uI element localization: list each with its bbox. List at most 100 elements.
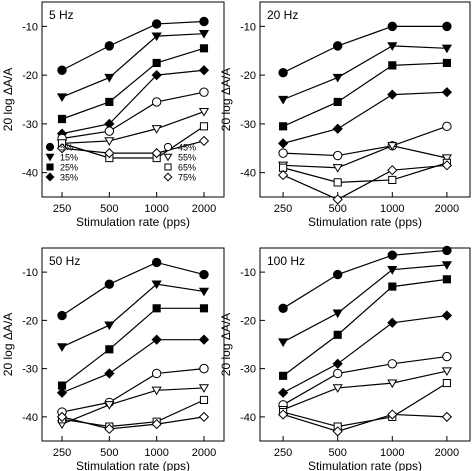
data-point: [387, 21, 397, 32]
panel-4: -10 -20 -30 -40 250 500 1000 2000 Stimulation ra…: [219, 245, 471, 471]
data-point: [199, 16, 209, 27]
data-point: [277, 387, 289, 398]
x-tick-label: 500: [100, 447, 118, 459]
data-point: [387, 250, 397, 260]
data-point: [151, 125, 162, 134]
series-line: [282, 25, 447, 74]
series-line: [61, 33, 205, 98]
legend-item: 25%: [46, 163, 78, 173]
data-point: [57, 114, 67, 124]
data-point: [277, 169, 289, 181]
x-tick-label: 250: [274, 447, 292, 459]
data-point: [56, 93, 68, 103]
data-point: [104, 126, 115, 136]
series-line: [283, 145, 448, 169]
series-line: [61, 307, 204, 386]
panel-title: 50 Hz: [49, 254, 80, 268]
legend-marker: [163, 142, 173, 152]
data-point: [333, 330, 342, 339]
data-point: [199, 87, 209, 97]
data-point: [56, 343, 68, 352]
x-tick-label: 500: [100, 203, 118, 215]
data-point: [152, 58, 161, 68]
series-15pct: [56, 280, 210, 352]
series-line: [282, 164, 447, 201]
data-point: [441, 261, 452, 270]
data-point: [199, 363, 209, 374]
series-line: [282, 382, 448, 428]
y-tick-label: -10: [22, 267, 38, 279]
series-line: [282, 278, 447, 377]
data-point: [199, 44, 209, 53]
data-point: [151, 280, 162, 290]
y-tick-label: -20: [240, 315, 256, 327]
series-line: [61, 91, 205, 140]
legend-label: 35%: [60, 173, 78, 183]
data-point: [151, 97, 162, 107]
data-point: [57, 65, 67, 75]
series-35pct: [277, 87, 453, 149]
legend-label: 5%: [60, 143, 73, 153]
data-point: [278, 148, 288, 158]
data-point: [333, 178, 342, 187]
data-point: [277, 138, 289, 149]
data-point: [104, 279, 115, 289]
y-tick-label: -20: [22, 70, 38, 82]
legend-marker: [45, 153, 55, 162]
data-point: [332, 384, 343, 393]
series-line: [282, 91, 447, 144]
x-tick-label: 1000: [380, 203, 404, 215]
legend-item: 55%: [163, 153, 196, 163]
series-line: [61, 20, 205, 71]
legend-label: 25%: [60, 163, 78, 173]
data-point: [56, 411, 68, 422]
series-line: [61, 283, 205, 348]
data-point: [387, 42, 398, 51]
data-point: [198, 411, 210, 422]
series-line: [282, 249, 447, 309]
series-line: [282, 314, 447, 394]
data-point: [441, 154, 452, 163]
data-point: [57, 381, 67, 390]
panel-title: 20 Hz: [267, 8, 298, 22]
series-25pct: [57, 304, 209, 390]
data-point: [278, 67, 288, 78]
series-5pct: [57, 16, 209, 75]
data-point: [387, 89, 398, 100]
legend-marker: [163, 153, 173, 162]
data-point: [333, 41, 343, 51]
data-point: [104, 368, 115, 379]
data-point: [332, 164, 343, 173]
data-point: [199, 304, 209, 313]
legend-marker: [45, 172, 55, 182]
data-point: [387, 317, 398, 328]
data-point: [277, 409, 289, 420]
data-point: [104, 401, 115, 410]
legend-marker: [163, 172, 173, 182]
data-point: [387, 165, 398, 176]
y-tick-label: -30: [22, 364, 38, 376]
data-point: [332, 194, 343, 205]
series-75pct: [56, 135, 210, 159]
legend: 5%15%25%35% 45%55%65%75%: [45, 142, 196, 183]
data-point: [332, 123, 343, 134]
legend-item: 75%: [163, 172, 196, 183]
data-point: [442, 21, 452, 32]
x-tick-label: 1000: [144, 447, 168, 459]
data-point: [332, 73, 343, 83]
data-point: [441, 411, 453, 422]
data-point: [151, 148, 162, 159]
series-25pct: [279, 275, 451, 380]
x-tick-label: 500: [329, 447, 347, 459]
y-tick-label: -10: [240, 21, 256, 33]
data-point: [56, 387, 68, 398]
data-point: [441, 87, 453, 98]
data-point: [105, 97, 114, 107]
legend-marker: [46, 163, 54, 171]
data-point: [56, 143, 68, 154]
legend-label: 65%: [178, 163, 196, 173]
legend-item: 65%: [164, 163, 196, 173]
data-point: [198, 384, 210, 393]
